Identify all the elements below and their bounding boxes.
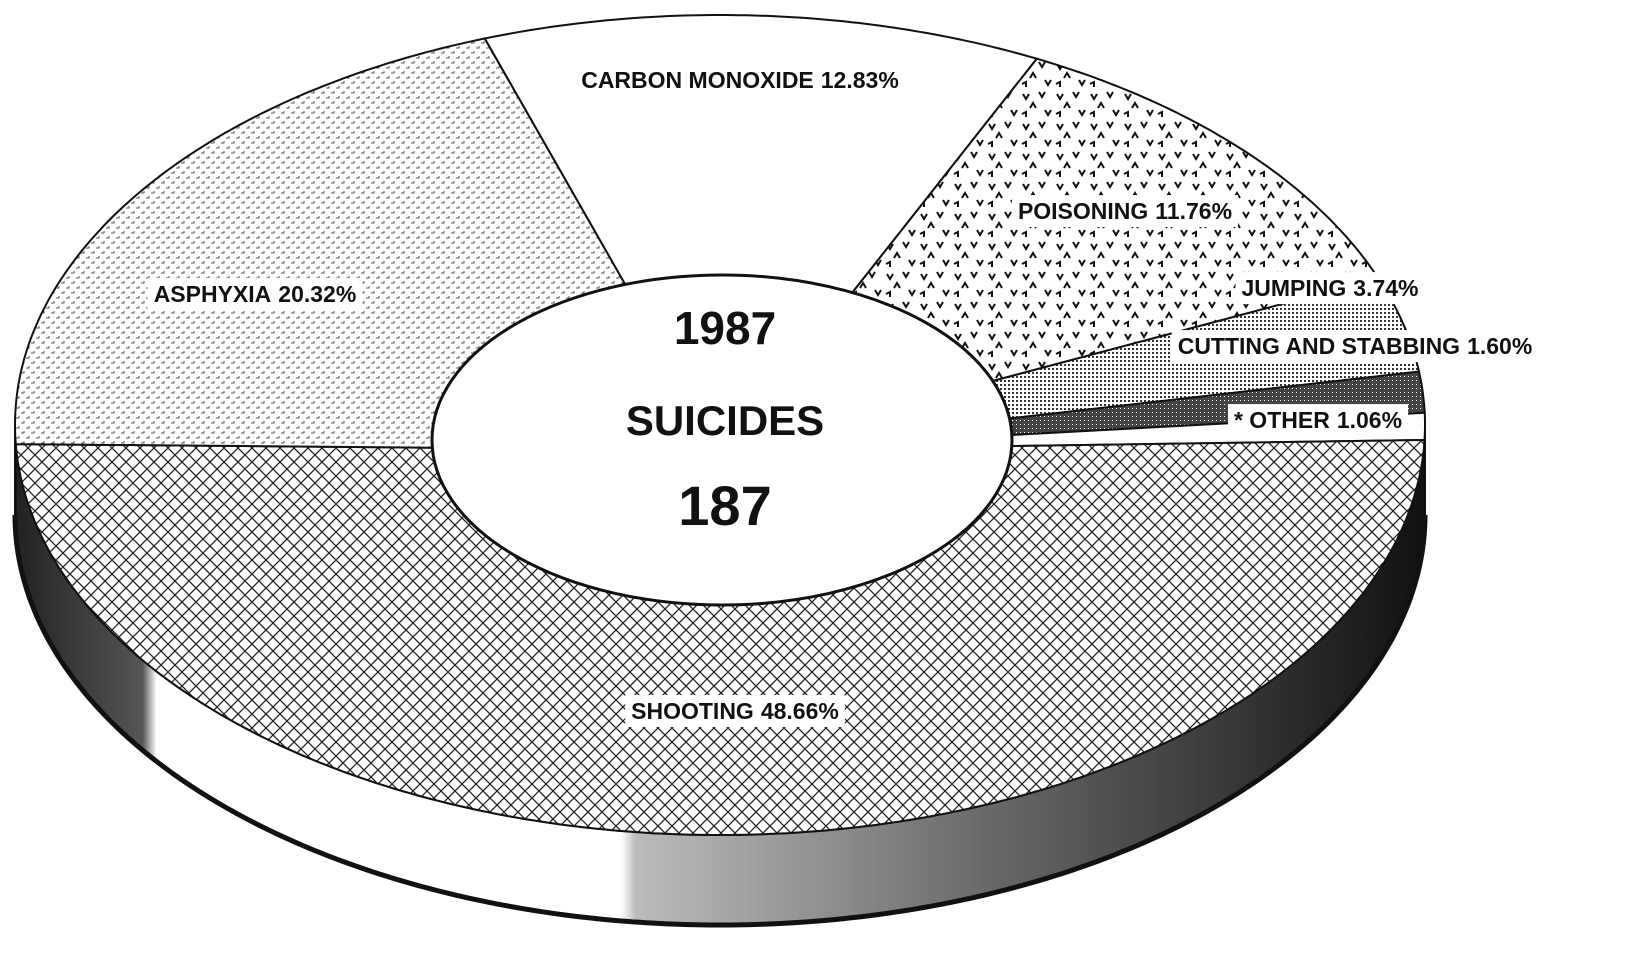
center-total: 187 [678, 474, 771, 537]
slice-label: CUTTING AND STABBING 1.60% [1178, 333, 1533, 359]
label-background [1171, 330, 1539, 363]
value-label: 20.32% [278, 281, 356, 307]
category-label: SHOOTING [631, 698, 754, 724]
label-background [1235, 272, 1425, 305]
value-label: 1.60% [1467, 333, 1532, 359]
category-label: CUTTING AND STABBING [1178, 333, 1460, 359]
labels: CARBON MONOXIDE 12.83% POISONING 11.76% JUMP… [147, 64, 1539, 728]
category-label: JUMPING [1241, 275, 1346, 301]
label-background [1227, 404, 1409, 437]
rim [12, 514, 1428, 928]
value-label: 11.76% [1155, 198, 1232, 224]
center-title: SUICIDES [626, 397, 824, 444]
donut-hole [430, 273, 1014, 607]
value-label: 12.83% [821, 67, 899, 93]
category-label: ASPHYXIA [154, 281, 272, 307]
category-label: * OTHER [1234, 407, 1330, 433]
category-label: POISONING [1018, 198, 1148, 224]
value-label: 48.66% [761, 698, 839, 724]
value-label: 1.06% [1337, 407, 1402, 433]
label-background [575, 64, 905, 97]
slice-label: POISONING 11.76% [1018, 198, 1232, 224]
value-label: 3.74% [1353, 275, 1418, 301]
slice-label: SHOOTING 48.66% [631, 698, 839, 724]
label-background [625, 695, 845, 728]
slice-label: JUMPING 3.74% [1241, 275, 1418, 301]
category-label: CARBON MONOXIDE [581, 67, 814, 93]
slice-label: * OTHER 1.06% [1234, 407, 1402, 433]
label-background [1011, 195, 1239, 228]
label-background [147, 278, 363, 311]
slice-label: CARBON MONOXIDE 12.83% [581, 67, 899, 93]
center-year: 1987 [674, 302, 776, 354]
slice-label: ASPHYXIA 20.32% [154, 281, 357, 307]
